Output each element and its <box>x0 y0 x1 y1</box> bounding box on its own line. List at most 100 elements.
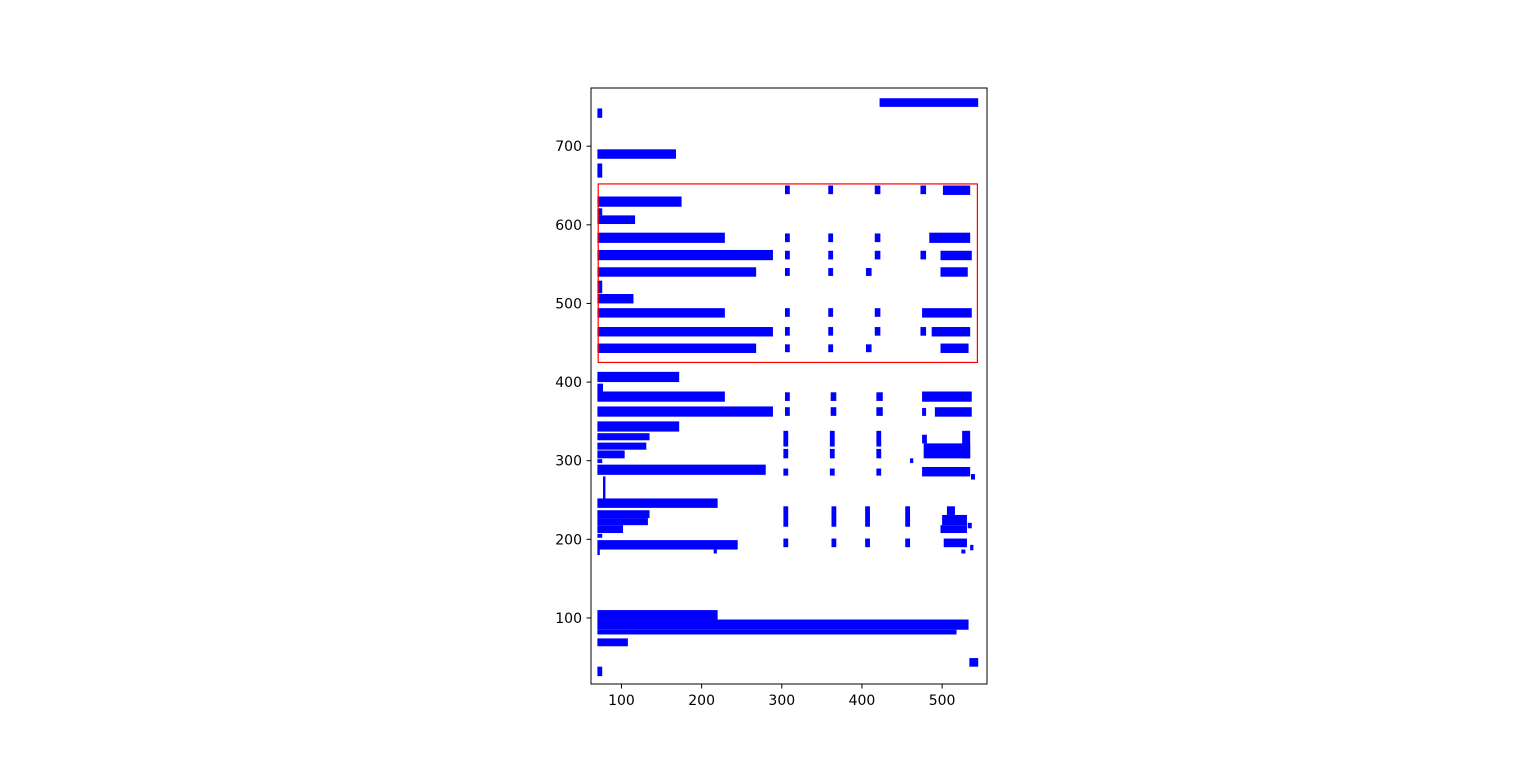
bbox-rect <box>910 458 914 464</box>
bbox-rect <box>829 468 835 476</box>
bbox-rect <box>940 267 968 277</box>
bbox-rect <box>961 549 966 554</box>
bbox-rect <box>784 233 790 243</box>
bbox-rect <box>934 407 972 417</box>
bbox-rect <box>874 327 881 336</box>
axes-background <box>591 88 987 684</box>
bbox-rect <box>597 149 676 159</box>
bbox-rect <box>922 434 927 444</box>
bbox-rect <box>874 233 881 243</box>
bbox-rect <box>922 408 927 416</box>
bbox-rect <box>920 250 927 260</box>
y-tick-label: 600 <box>555 218 582 234</box>
bbox-rect <box>597 510 650 519</box>
bbox-rect <box>876 468 882 476</box>
bbox-rect <box>828 327 834 336</box>
bbox-rect <box>784 344 790 353</box>
bbox-rect <box>597 196 682 207</box>
bbox-rect <box>784 327 790 336</box>
bbox-rect <box>597 498 718 508</box>
bbox-rect <box>876 448 882 459</box>
bbox-rect <box>597 666 603 677</box>
bbox-rect <box>922 308 972 318</box>
bbox-rect <box>784 250 790 260</box>
bbox-rect <box>943 538 967 548</box>
bbox-rect <box>597 371 680 383</box>
bbox-rect <box>597 549 600 556</box>
bbox-rect <box>713 549 717 554</box>
bbox-rect <box>603 476 606 501</box>
bbox-rect <box>597 232 725 243</box>
bbox-rect <box>940 525 967 534</box>
bbox-rect <box>865 344 872 353</box>
bbox-rect <box>597 280 603 294</box>
bbox-rect <box>597 459 603 464</box>
x-tick-label: 100 <box>608 693 635 709</box>
bbox-rect <box>784 308 790 317</box>
bbox-rect <box>783 448 789 459</box>
x-tick-label: 400 <box>849 693 876 709</box>
bbox-rect <box>597 638 628 647</box>
bbox-rect <box>970 474 975 480</box>
bbox-rect <box>784 392 790 401</box>
bbox-rect <box>597 518 648 526</box>
bbox-rect <box>597 267 757 277</box>
bbox-rect <box>929 232 971 243</box>
bbox-rect <box>829 448 835 459</box>
bbox-rect <box>922 466 971 477</box>
bbox-rect <box>597 108 603 118</box>
bbox-rect <box>942 185 971 195</box>
bbox-rect <box>597 442 647 450</box>
bbox-rect <box>874 308 881 317</box>
bbox-rect <box>597 249 773 261</box>
bbox-rect <box>783 468 789 476</box>
bbox-rect <box>905 538 911 548</box>
bbox-rect <box>865 268 872 276</box>
bbox-rect <box>597 629 957 635</box>
bbox-rect <box>920 327 927 336</box>
bbox-rect <box>597 391 725 402</box>
bbox-rect <box>920 185 927 195</box>
bbox-rect <box>784 268 790 276</box>
x-tick-label: 200 <box>688 693 715 709</box>
bbox-rect <box>597 610 718 620</box>
bbox-rect <box>942 514 967 526</box>
bbox-rect <box>970 544 974 551</box>
bbox-rect <box>923 443 971 459</box>
bbox-rect <box>865 538 870 548</box>
bbox-rect <box>597 327 773 337</box>
bbox-rect <box>967 522 972 529</box>
bbox-rect <box>597 343 757 353</box>
y-tick-label: 700 <box>555 139 582 155</box>
bbox-rect <box>597 525 624 534</box>
bbox-rect <box>597 464 766 475</box>
bbox-rect <box>597 163 603 178</box>
axes-frame <box>590 87 988 685</box>
bbox-rect <box>828 250 834 260</box>
bbox-rect <box>830 407 837 416</box>
bbox-rect <box>828 185 834 195</box>
bbox-rect <box>828 308 834 317</box>
bbox-rect <box>783 538 789 548</box>
bbox-rect <box>597 421 680 432</box>
bbox-rect <box>922 391 972 402</box>
bbox-rect <box>876 430 882 447</box>
bbox-rect <box>597 540 738 550</box>
bbox-rect <box>865 506 870 527</box>
bbox-rect <box>879 98 979 107</box>
bbox-rect <box>783 430 789 447</box>
y-tick-label: 200 <box>555 532 582 548</box>
bbox-rect <box>940 250 972 261</box>
bbox-rect <box>597 619 969 630</box>
x-tick-label: 300 <box>768 693 795 709</box>
highlight-rect <box>597 183 978 364</box>
bbox-rect <box>597 208 603 216</box>
bbox-rect <box>597 308 725 318</box>
y-tick-label: 300 <box>555 454 582 470</box>
bbox-rect <box>597 294 634 304</box>
bbox-rect <box>597 215 636 225</box>
bbox-rect <box>784 407 790 416</box>
bbox-rect <box>828 344 834 353</box>
x-tick-label: 500 <box>929 693 956 709</box>
